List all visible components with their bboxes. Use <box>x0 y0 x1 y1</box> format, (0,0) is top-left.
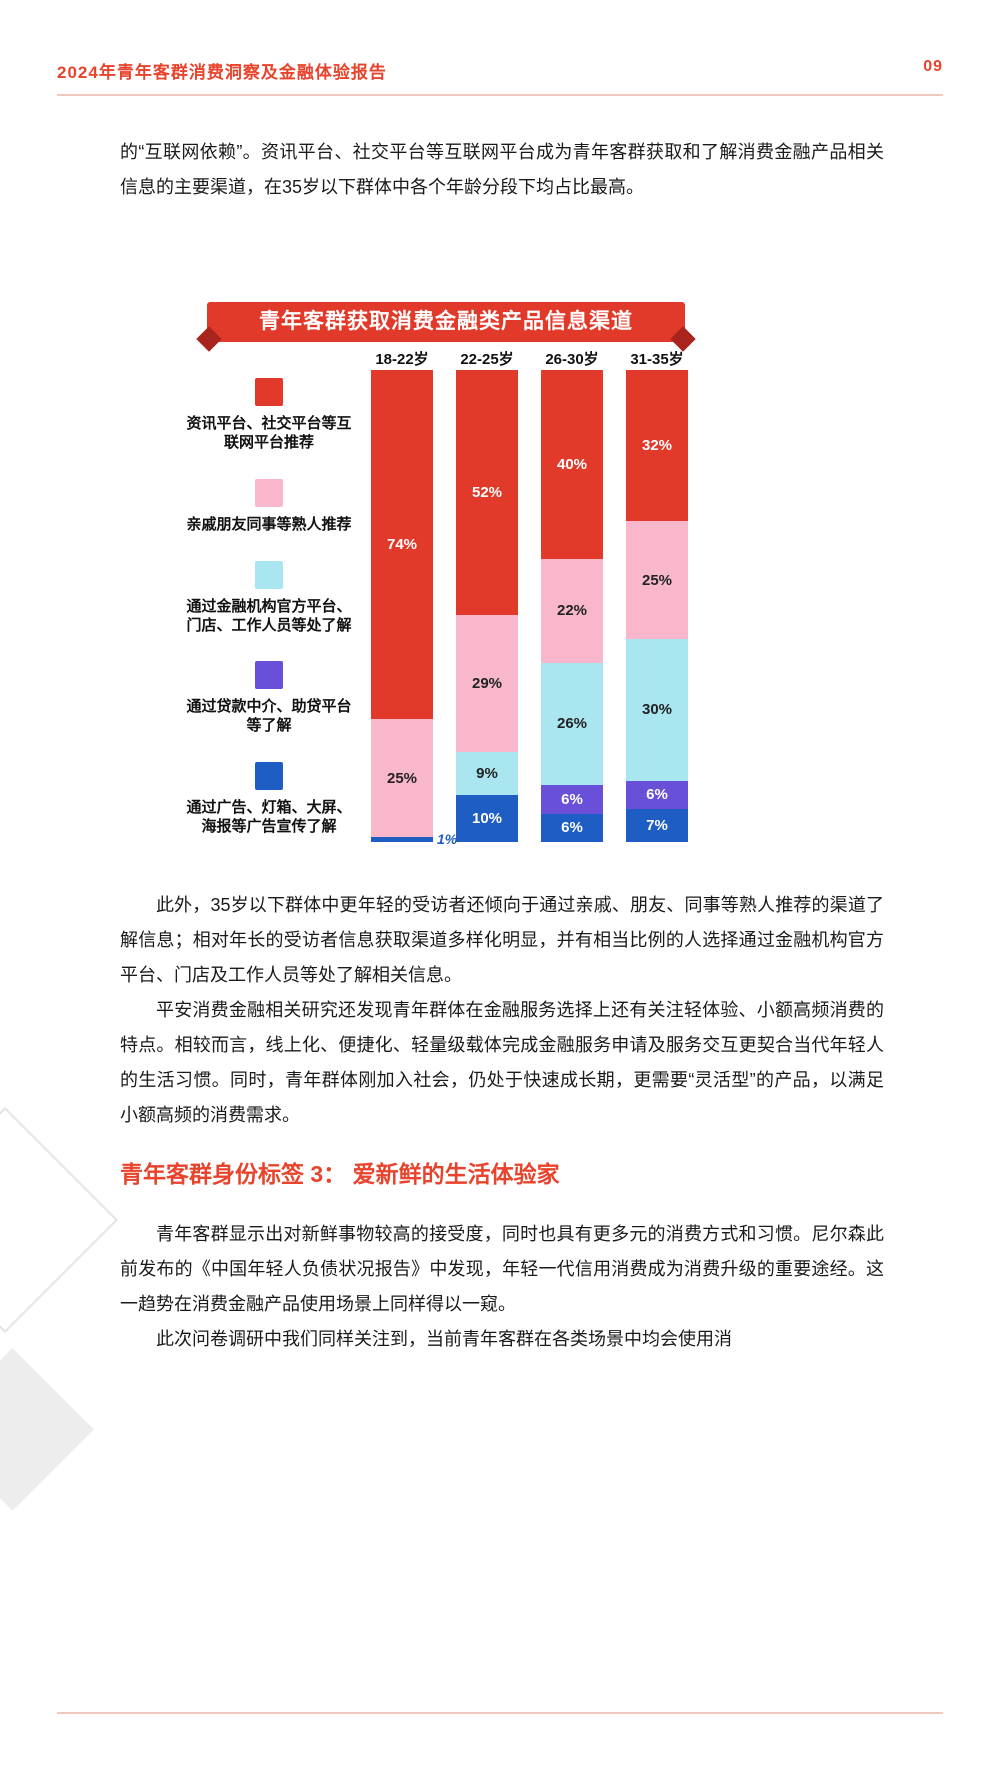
bar-segment-value: 6% <box>561 791 583 808</box>
bar-segment: 9% <box>456 752 518 795</box>
bar-segment-value: 6% <box>561 819 583 837</box>
bar-segment: 25% <box>371 719 433 838</box>
bar-segment-value: 7% <box>646 816 668 834</box>
legend-swatch <box>255 378 283 406</box>
bar-segment-value: 25% <box>386 769 418 787</box>
legend-item: 亲戚朋友同事等熟人推荐 <box>183 478 355 534</box>
bar-stack: 74% 25% 1% <box>371 370 457 847</box>
bar-segment-value: 10% <box>471 809 503 827</box>
paragraph: 青年客群显示出对新鲜事物较高的接受度，同时也具有更多元的消费方式和习惯。尼尔森此… <box>120 1224 884 1314</box>
bar-segment: 22% <box>541 558 603 663</box>
bar-segment-value: 74% <box>386 536 418 554</box>
bar-segment: 29% <box>456 615 518 753</box>
legend-swatch <box>255 560 283 589</box>
bar-segment-value: 26% <box>556 715 588 733</box>
bar-category-label: 18-22岁 <box>375 351 429 368</box>
bar-segment: 74% <box>371 370 433 720</box>
legend-label: 通过贷款中介、助贷平台等了解 <box>186 698 352 735</box>
bar-segment-value: 9% <box>476 765 498 783</box>
bar-stack: 32% 25% 30% 6% 7% <box>626 370 688 842</box>
bar-segment-value: 32% <box>641 437 673 455</box>
body-text: 此外，35岁以下群体中更年轻的受访者还倾向于通过亲戚、朋友、同事等熟人推荐的渠道… <box>120 888 884 1357</box>
bar-stack: 40% 22% 26% 6% 6% <box>541 370 603 842</box>
bar-segment: 10% <box>456 794 518 842</box>
legend-label: 亲戚朋友同事等熟人推荐 <box>186 515 352 533</box>
bar-segment: 25% <box>626 521 688 640</box>
bar-segment: 7% <box>626 808 688 842</box>
bar-segment-value: 52% <box>471 484 503 502</box>
legend-swatch <box>255 661 283 690</box>
bar-stack: 52% 29% 9% 10% <box>456 370 518 842</box>
bar-segment-value: 22% <box>556 602 588 620</box>
intro-paragraph: 的“互联网依赖”。资讯平台、社交平台等互联网平台成为青年客群获取和了解消费金融产… <box>120 142 884 197</box>
report-title: 2024年青年客群消费洞察及金融体验报告 <box>57 63 387 82</box>
paragraph: 此外，35岁以下群体中更年轻的受访者还倾向于通过亲戚、朋友、同事等熟人推荐的渠道… <box>120 895 884 985</box>
legend-label: 通过金融机构官方平台、门店、工作人员等处了解 <box>186 597 352 634</box>
legend-item: 通过贷款中介、助贷平台等了解 <box>183 661 355 735</box>
legend-item: 资讯平台、社交平台等互联网平台推荐 <box>183 378 355 452</box>
legend-item: 通过金融机构官方平台、门店、工作人员等处了解 <box>183 560 355 635</box>
bar-segment-value: 30% <box>641 701 673 719</box>
bar-segment: 6% <box>541 813 603 842</box>
footer-divider <box>57 1712 943 1714</box>
bar-segment-value: 25% <box>641 571 673 589</box>
bar-segment: 1% <box>371 831 457 847</box>
bar-segment: 40% <box>541 370 603 559</box>
bar-segment-value: 6% <box>646 786 668 804</box>
page-number: 09 <box>923 58 943 75</box>
bar-segment-value: 40% <box>556 455 588 473</box>
bar-column: 22-25岁 52% 29% 9% 10% <box>456 348 518 842</box>
bar-segment: 6% <box>541 785 603 814</box>
paragraph: 此次问卷调研中我们同样关注到，当前青年客群在各类场景中均会使用消 <box>156 1329 732 1349</box>
bar-column: 31-35岁 32% 25% 30% 6% 7% <box>626 348 688 842</box>
bar-category-label: 22-25岁 <box>460 351 514 368</box>
bar-segment: 30% <box>626 639 688 781</box>
chart-legend: 资讯平台、社交平台等互联网平台推荐亲戚朋友同事等熟人推荐通过金融机构官方平台、门… <box>183 378 355 836</box>
chart-title-ribbon: 青年客群获取消费金融类产品信息渠道 <box>207 302 685 342</box>
legend-swatch <box>255 762 283 790</box>
bar-segment: 26% <box>541 662 603 786</box>
paragraph: 平安消费金融相关研究还发现青年群体在金融服务选择上还有关注轻体验、小额高频消费的… <box>120 1000 884 1125</box>
bar-category-label: 31-35岁 <box>630 351 684 368</box>
section-heading: 青年客群身份标签 3： 爱新鲜的生活体验家 <box>120 1161 560 1187</box>
header-divider <box>57 94 943 96</box>
bar-segment: 32% <box>626 370 688 522</box>
legend-label: 通过广告、灯箱、大屏、海报等广告宣传了解 <box>186 799 352 835</box>
legend-item: 通过广告、灯箱、大屏、海报等广告宣传了解 <box>183 762 355 836</box>
decor-diamond-fill <box>0 1348 94 1511</box>
bar-segment: 6% <box>626 780 688 809</box>
stacked-bar-chart: 青年客群获取消费金融类产品信息渠道 资讯平台、社交平台等互联网平台推荐亲戚朋友同… <box>175 292 720 862</box>
chart-columns: 18-22岁 74% 25% 1% 22-25岁 52% 29% 9% 10% 26-30岁 40%… <box>371 348 688 847</box>
bar-segment: 52% <box>456 370 518 616</box>
decor-diamond-outline <box>0 1106 119 1334</box>
legend-label: 资讯平台、社交平台等互联网平台推荐 <box>186 415 352 451</box>
bar-segment-value: 1% <box>437 830 458 847</box>
legend-swatch <box>255 478 283 507</box>
bar-column: 26-30岁 40% 22% 26% 6% 6% <box>541 348 603 842</box>
bar-category-label: 26-30岁 <box>545 351 599 368</box>
bar-column: 18-22岁 74% 25% 1% <box>371 348 457 847</box>
bar-segment-value: 29% <box>471 675 503 693</box>
